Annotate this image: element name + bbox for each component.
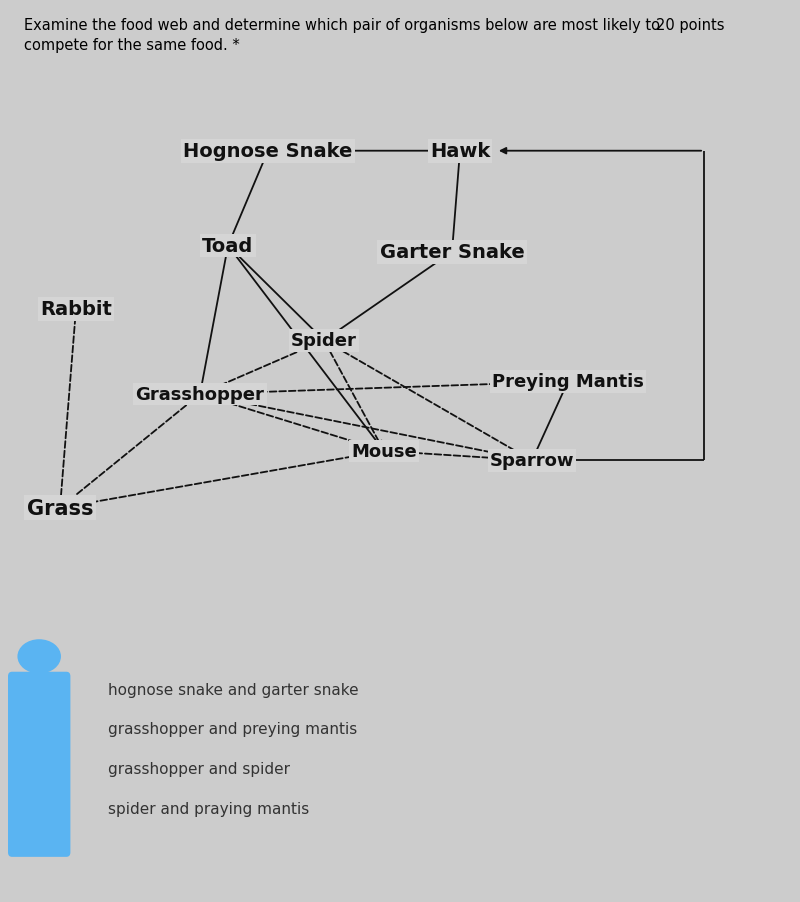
Text: Examine the food web and determine which pair of organisms below are most likely: Examine the food web and determine which…: [24, 18, 660, 33]
Text: Preying Mantis: Preying Mantis: [492, 373, 644, 391]
Text: grasshopper and spider: grasshopper and spider: [108, 761, 290, 776]
Text: grasshopper and preying mantis: grasshopper and preying mantis: [108, 722, 358, 736]
Text: Garter Snake: Garter Snake: [380, 243, 524, 262]
Text: Hognose Snake: Hognose Snake: [183, 142, 353, 161]
Text: spider and praying mantis: spider and praying mantis: [108, 801, 310, 815]
Text: Spider: Spider: [291, 332, 357, 350]
Text: Toad: Toad: [202, 236, 254, 256]
Text: Grasshopper: Grasshopper: [135, 386, 265, 403]
Text: Hawk: Hawk: [430, 142, 490, 161]
Text: Sparrow: Sparrow: [490, 452, 574, 470]
Text: compete for the same food. *: compete for the same food. *: [24, 38, 240, 53]
Text: Mouse: Mouse: [351, 443, 417, 460]
Text: hognose snake and garter snake: hognose snake and garter snake: [108, 683, 358, 697]
Text: Grass: Grass: [26, 498, 94, 519]
Text: Rabbit: Rabbit: [40, 299, 112, 319]
Text: 20 points: 20 points: [656, 18, 725, 33]
